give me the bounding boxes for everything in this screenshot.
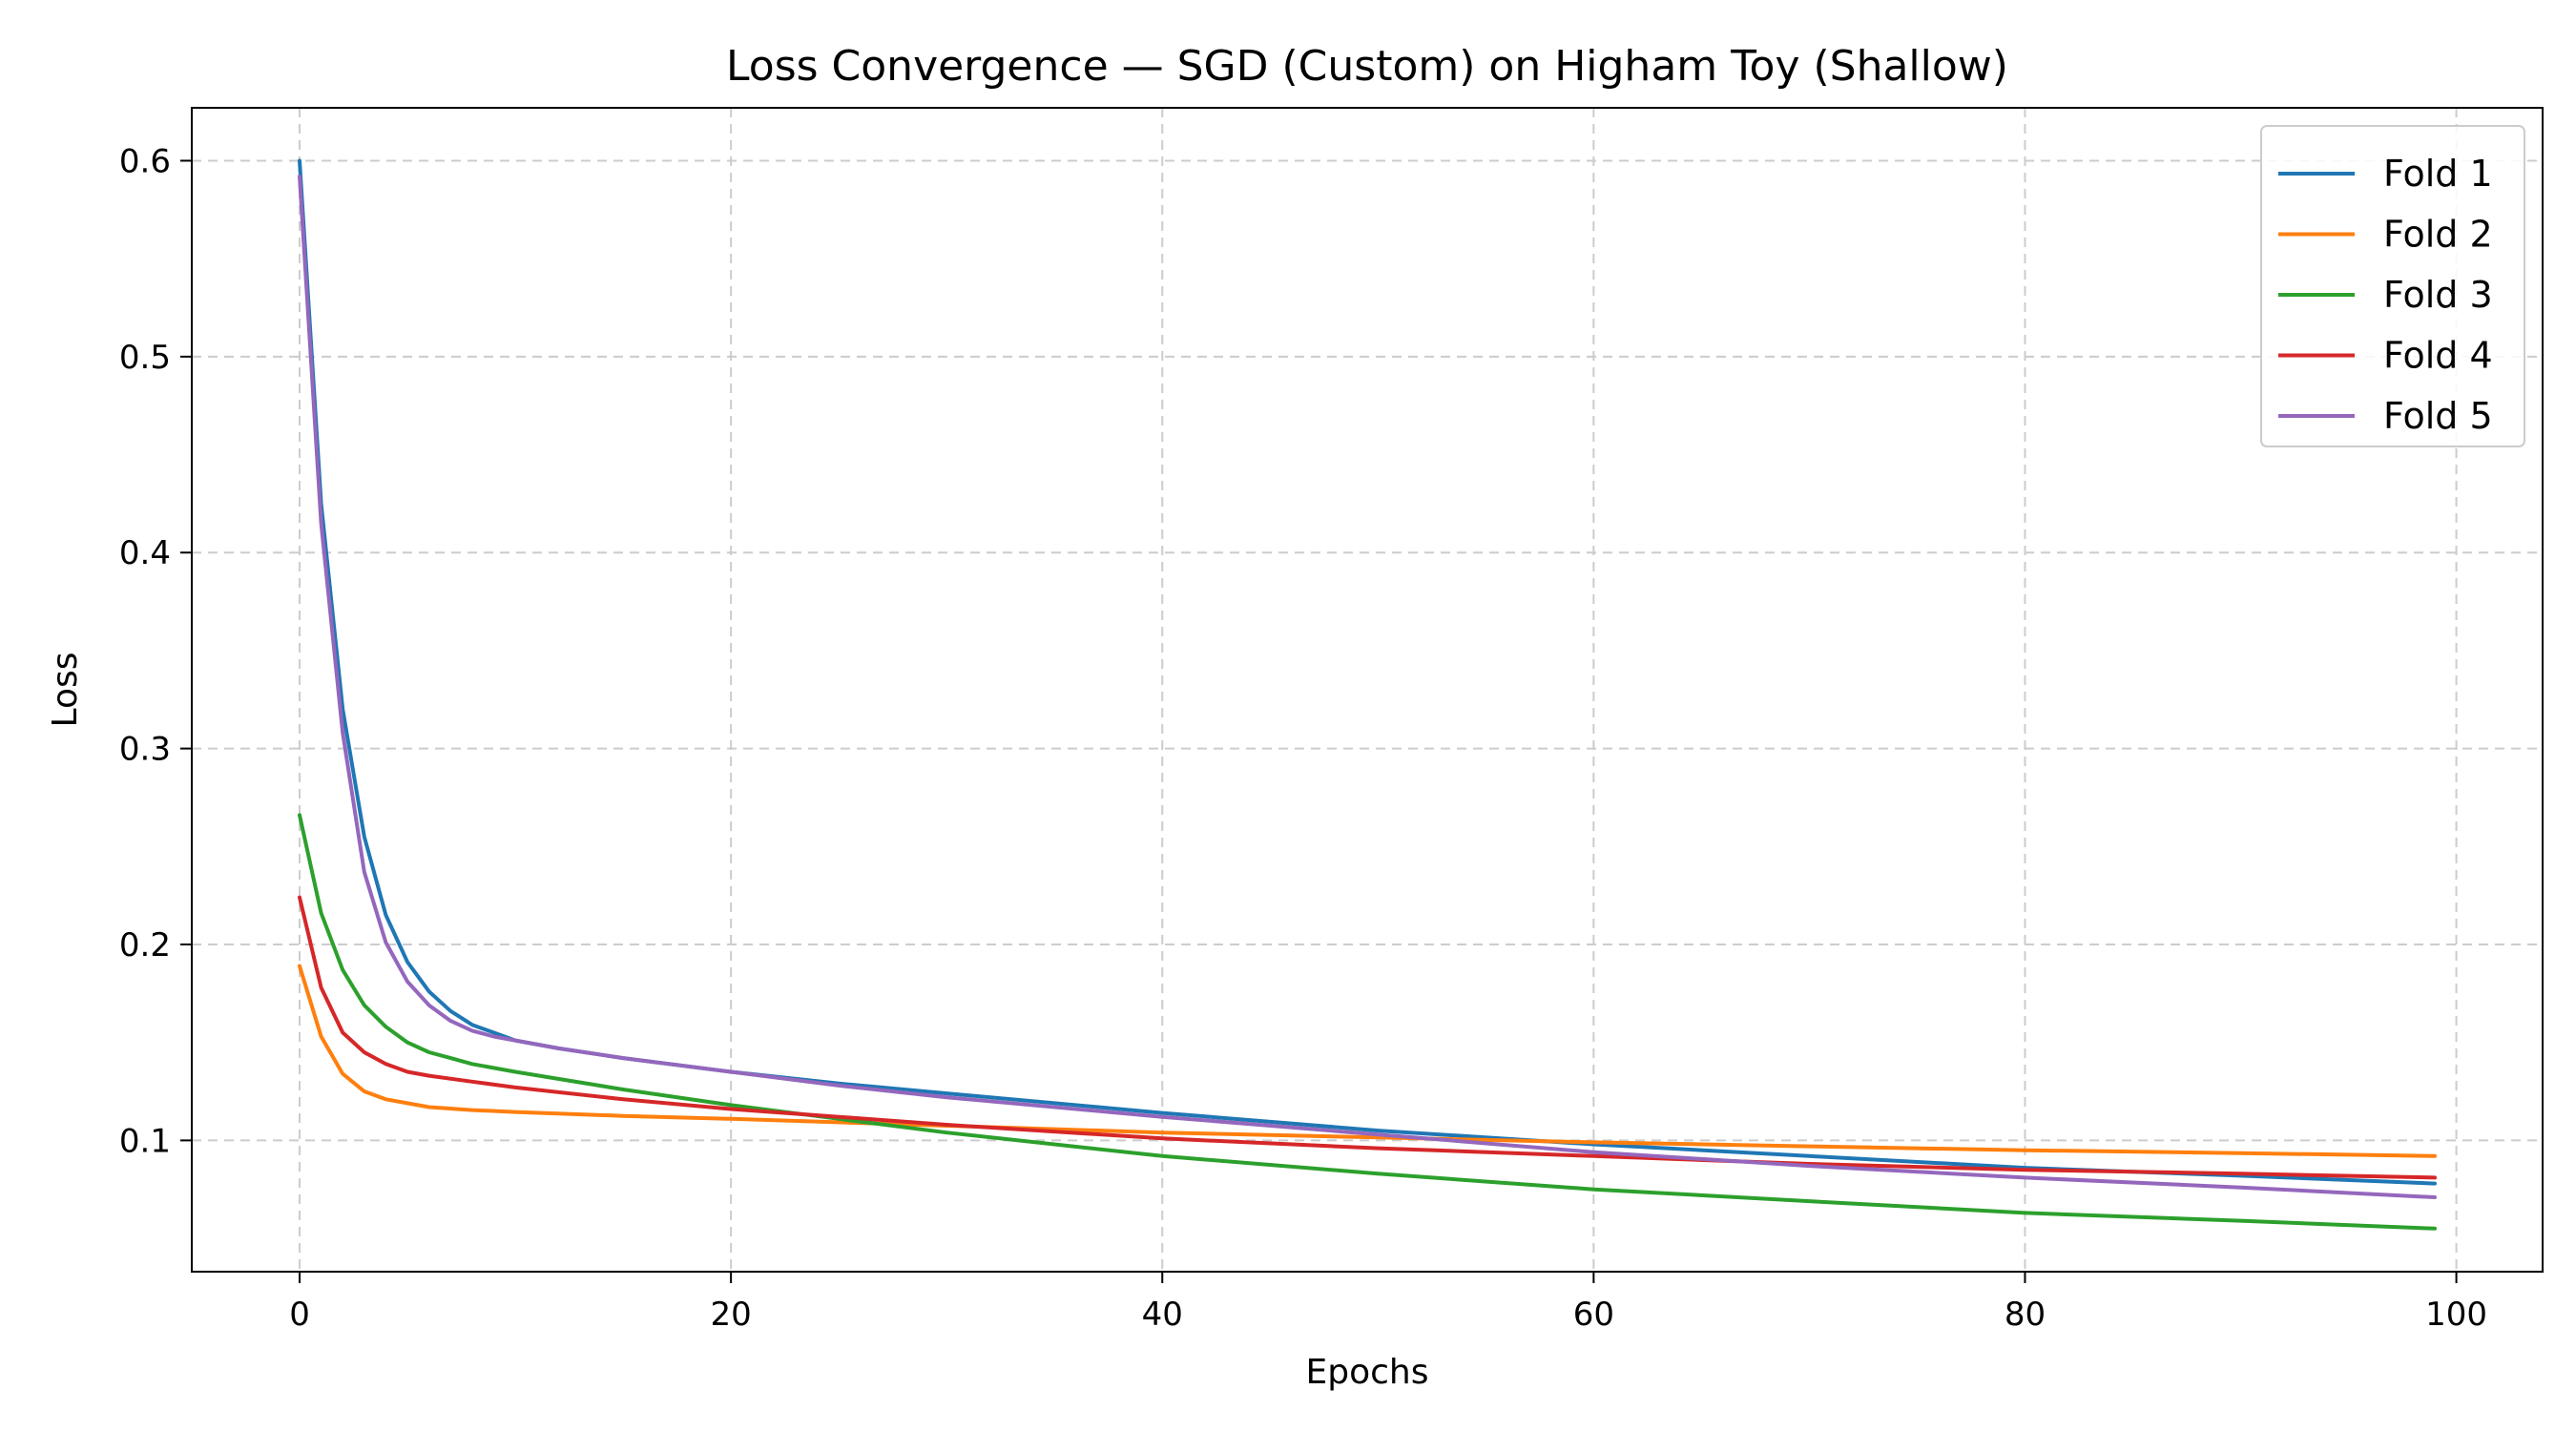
x-tick-label: 40 <box>1142 1296 1183 1334</box>
series-line-fold-3 <box>298 813 2437 1231</box>
legend-box <box>2260 125 2525 447</box>
x-axis-label: Epochs <box>1306 1353 1429 1392</box>
y-axis-ticks: 0.1 0.2 0.3 0.4 0.5 0.6 <box>119 142 192 1160</box>
legend-label: Fold 3 <box>2383 274 2493 316</box>
chart-title: Loss Convergence — SGD (Custom) on Higha… <box>726 42 2008 91</box>
y-axis-label: Loss <box>46 653 85 728</box>
series-line-fold-5 <box>298 174 2437 1199</box>
legend-label: Fold 4 <box>2383 335 2493 377</box>
plot-frame <box>191 107 2544 1273</box>
y-tick-label: 0.2 <box>119 926 171 964</box>
series-line-fold-1 <box>298 158 2437 1186</box>
grid <box>192 108 2543 1272</box>
x-tick-label: 100 <box>2425 1296 2487 1334</box>
legend-label: Fold 2 <box>2383 214 2493 256</box>
legend: Fold 1 Fold 2 Fold 3 Fold 4 Fold 5 <box>2260 125 2525 447</box>
y-tick-label: 0.1 <box>119 1122 171 1160</box>
x-tick-label: 60 <box>1573 1296 1614 1334</box>
series-line-fold-2 <box>298 964 2437 1158</box>
y-tick-label: 0.3 <box>119 731 171 769</box>
y-tick-label: 0.4 <box>119 534 171 572</box>
x-tick-label: 20 <box>711 1296 752 1334</box>
series-lines <box>298 158 2437 1231</box>
legend-label: Fold 1 <box>2383 153 2493 195</box>
legend-label: Fold 5 <box>2383 395 2493 437</box>
x-axis-ticks: 0 20 40 60 80 100 <box>289 1272 2487 1334</box>
y-tick-label: 0.6 <box>119 142 171 180</box>
x-tick-label: 80 <box>2005 1296 2046 1334</box>
x-tick-label: 0 <box>289 1296 310 1334</box>
y-tick-label: 0.5 <box>119 339 171 377</box>
